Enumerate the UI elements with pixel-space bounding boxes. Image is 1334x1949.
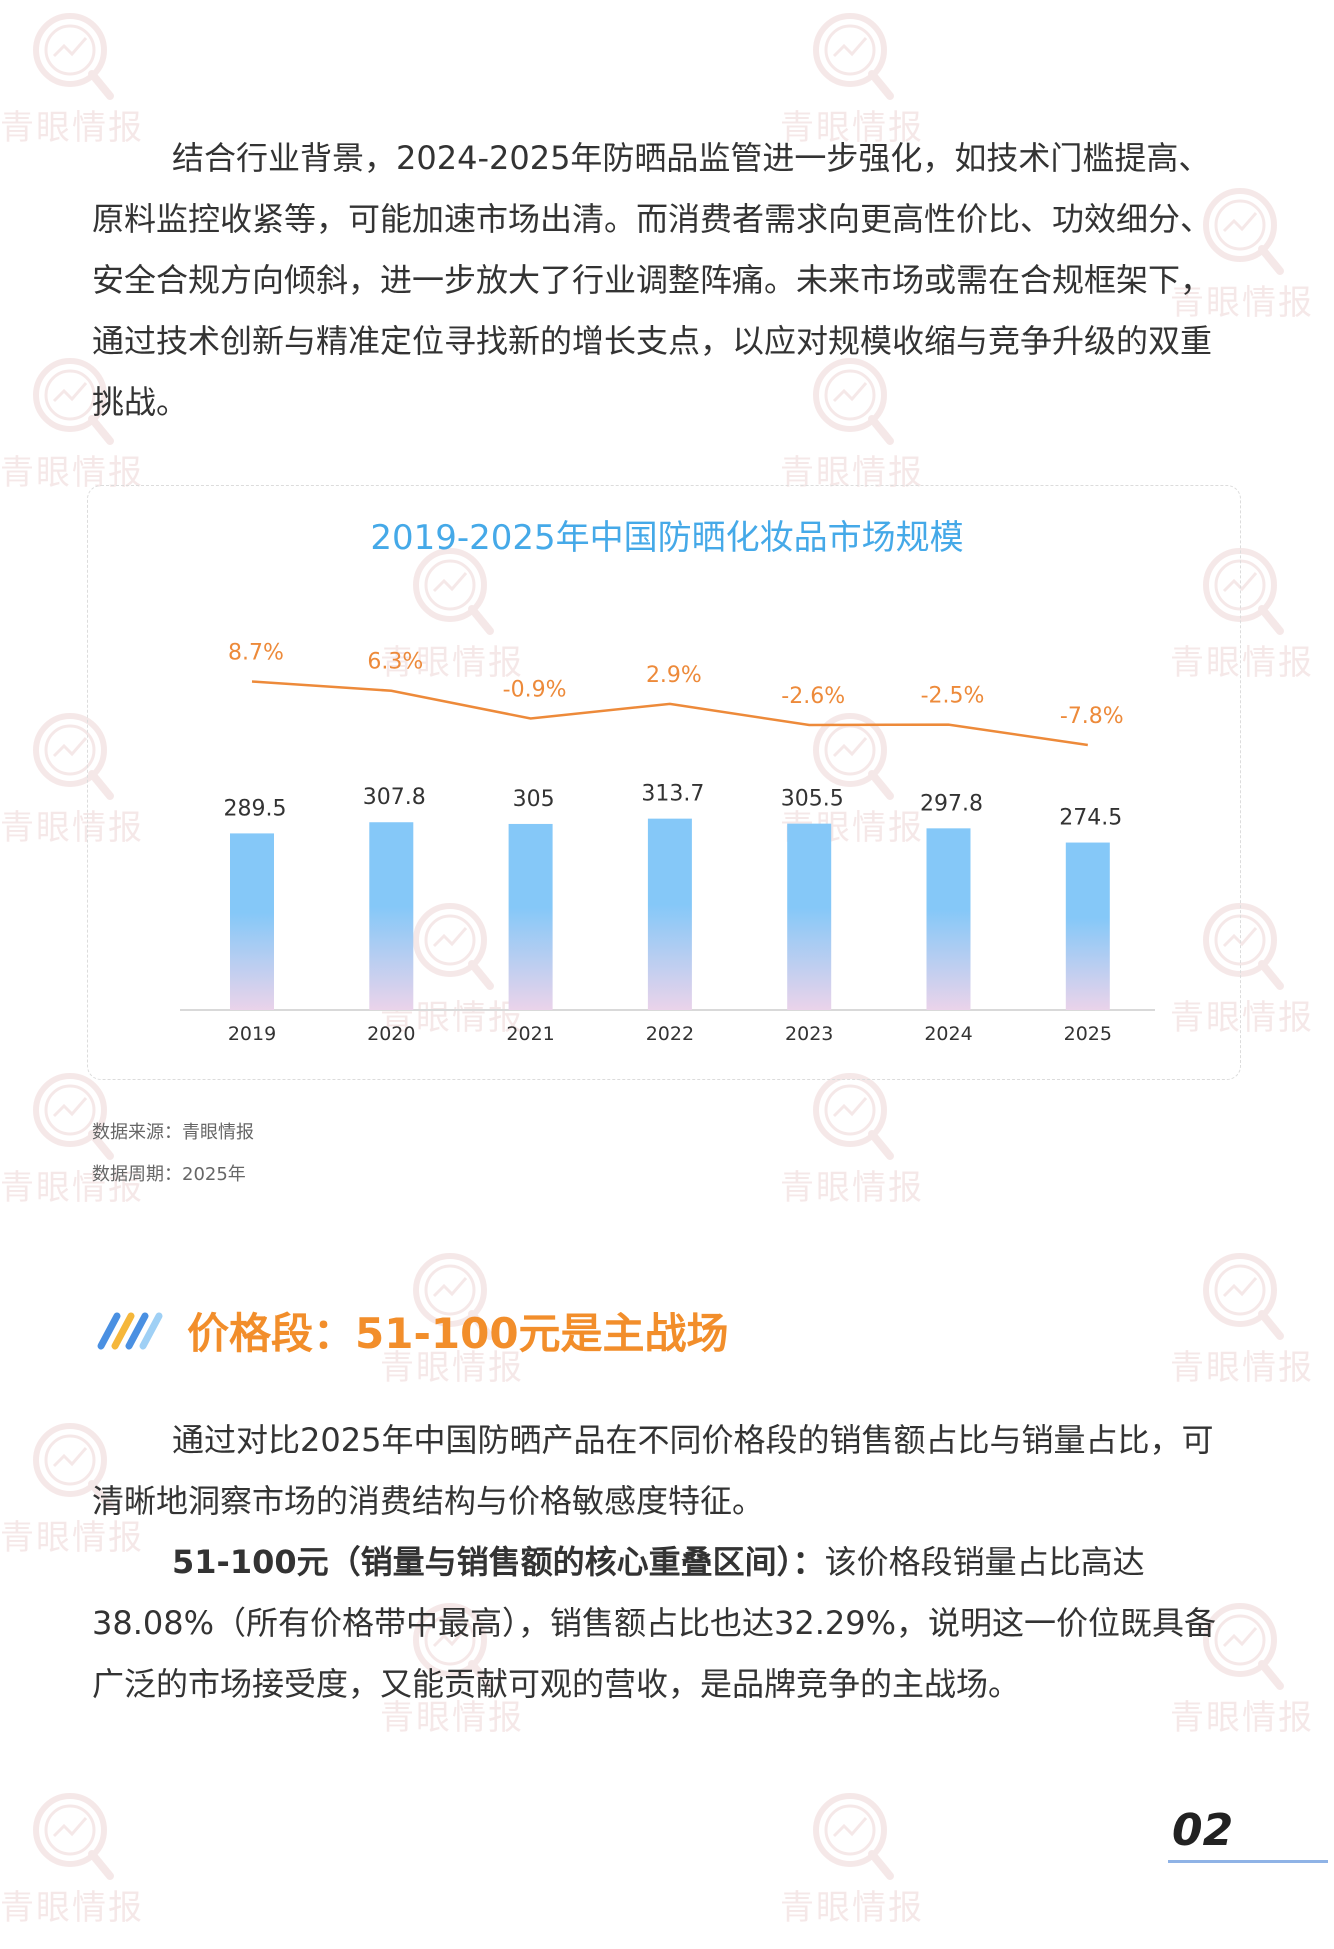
section-heading: 价格段：51-100元是主战场	[95, 1300, 729, 1360]
bar-label-2023: 305.5	[781, 787, 844, 812]
bar-2020	[369, 822, 414, 1010]
x-tick-2019: 2019	[228, 1023, 276, 1045]
growth-label-2023: -2.6%	[781, 684, 845, 709]
bar-2019	[230, 833, 274, 1010]
page-number-rule	[1168, 1860, 1328, 1863]
stripes-logo-icon	[97, 1312, 163, 1350]
bar-2022	[647, 818, 692, 1010]
x-tick-2024: 2024	[924, 1023, 972, 1045]
market-size-chart: 289.5 2019 307.8 2020 305 2021 313.7 2022 305.5 2…	[180, 641, 1155, 1045]
watermark: 青眼情报	[1170, 1250, 1334, 1388]
price-band-label: 51-100元（销量与销售额的核心重叠区间）：	[172, 1543, 825, 1581]
bar-label-2021: 305	[513, 787, 555, 812]
growth-label-2019: 8.7%	[228, 641, 284, 666]
x-tick-2023: 2023	[785, 1023, 833, 1045]
growth-label-2024: -2.5%	[921, 684, 985, 709]
bar-2021	[508, 823, 553, 1010]
bar-label-2025: 274.5	[1059, 806, 1122, 831]
growth-label-2020: 6.3%	[367, 650, 423, 675]
comparison-paragraph: 通过对比2025年中国防晒产品在不同价格段的销售额占比与销量占比，可清晰地洞察市…	[92, 1421, 1214, 1520]
bar-label-2020: 307.8	[363, 785, 426, 810]
growth-rate-line	[251, 680, 1088, 747]
bar-2025	[1065, 842, 1110, 1010]
bar-label-2019: 289.5	[224, 796, 287, 821]
x-tick-2021: 2021	[506, 1023, 554, 1045]
watermark: 青眼情报	[780, 1790, 950, 1928]
growth-label-2022: 2.9%	[646, 663, 702, 688]
x-tick-2020: 2020	[367, 1023, 415, 1045]
chart-title: 2019-2025年中国防晒化妆品市场规模	[370, 518, 964, 558]
section-title: 价格段：51-100元是主战场	[187, 1308, 729, 1358]
bar-label-2024: 297.8	[920, 791, 983, 816]
bar-label-2022: 313.7	[641, 782, 704, 807]
bar-2023	[787, 823, 832, 1010]
chart-frame	[87, 485, 1241, 1080]
growth-label-2025: -7.8%	[1060, 704, 1124, 729]
price-band-paragraph: 51-100元（销量与销售额的核心重叠区间）：该价格段销量占比高达38.08%（…	[92, 1543, 1217, 1703]
x-tick-2025: 2025	[1064, 1023, 1112, 1045]
page-number: 02	[1172, 1805, 1234, 1856]
intro-paragraph: 结合行业背景，2024-2025年防晒品监管进一步强化，如技术门槛提高、原料监控…	[92, 139, 1213, 421]
growth-label-2021: -0.9%	[503, 677, 567, 702]
bar-2024	[926, 828, 971, 1010]
data-period: 数据周期：2025年	[92, 1164, 246, 1185]
x-tick-2022: 2022	[646, 1023, 694, 1045]
watermark: 青眼情报	[0, 1790, 170, 1928]
data-source: 数据来源：青眼情报	[92, 1122, 254, 1143]
